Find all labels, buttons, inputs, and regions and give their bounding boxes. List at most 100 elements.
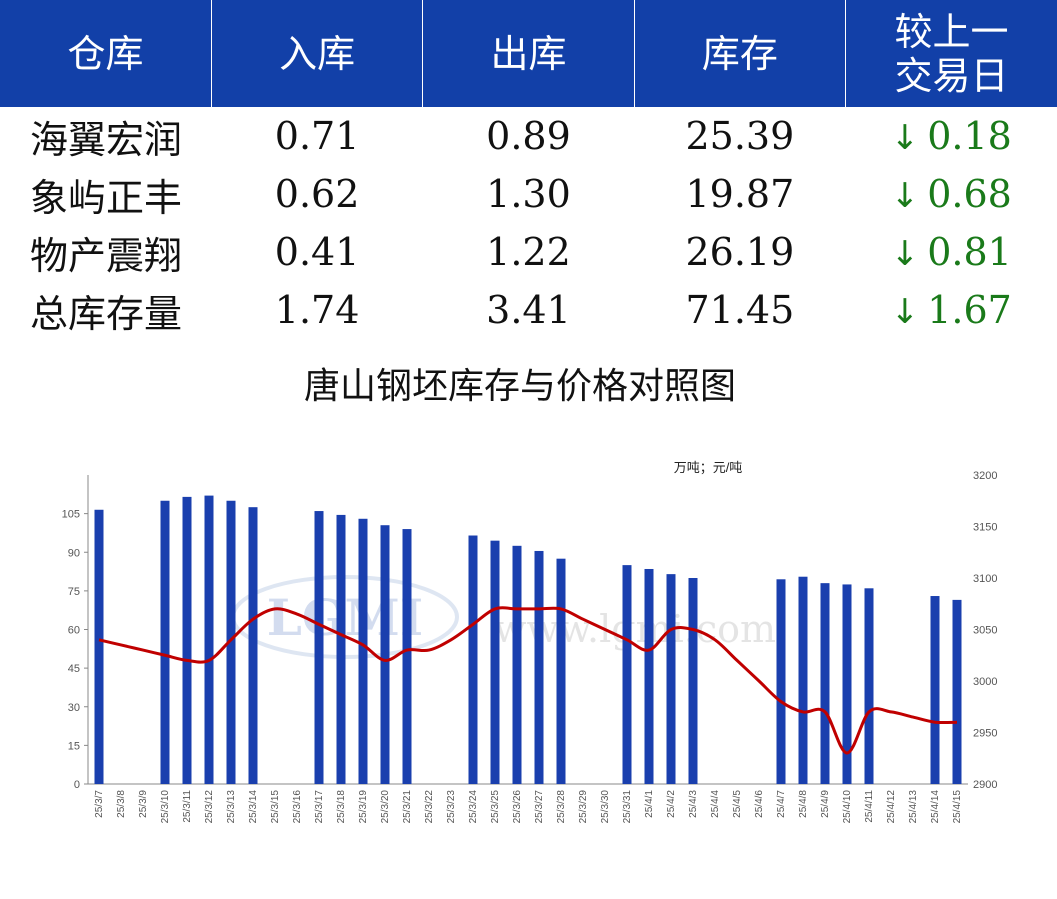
row-stock: 25.39 — [685, 114, 795, 158]
y-left-tick-label: 75 — [68, 586, 80, 598]
row-name: 总库存量 — [30, 291, 183, 336]
y-right-tick-label: 2900 — [973, 779, 997, 791]
row-stock: 19.87 — [685, 172, 795, 216]
row-in: 0.71 — [274, 114, 360, 158]
header-in: 入库 — [211, 0, 424, 107]
row-name: 海翼宏润 — [30, 117, 183, 162]
inventory-bar — [248, 507, 258, 784]
x-tick-label: 25/3/19 — [358, 790, 369, 824]
y-left-tick-label: 45 — [68, 663, 80, 675]
x-tick-label: 25/3/28 — [556, 790, 567, 824]
inventory-bar — [534, 550, 544, 784]
y-left-tick-label: 105 — [62, 509, 80, 521]
x-tick-label: 25/3/22 — [424, 790, 435, 824]
chart-title: 唐山钢坯库存与价格对照图 — [304, 366, 736, 407]
inventory-bar — [666, 574, 676, 784]
inventory-bar — [490, 540, 500, 784]
row-name: 物产震翔 — [30, 233, 183, 278]
inventory-bar — [226, 500, 236, 784]
x-tick-label: 25/4/6 — [754, 790, 765, 818]
table-row: 总库存量 1.74 3.41 71.45 ↓ 1.67 — [0, 281, 1057, 339]
x-tick-label: 25/3/27 — [534, 790, 545, 824]
row-change: ↓ 0.68 — [846, 165, 1057, 223]
inventory-bar — [798, 576, 808, 784]
x-tick-label: 25/4/3 — [688, 790, 699, 818]
y-right-tick-label: 3050 — [973, 625, 997, 637]
y-left-tick-label: 60 — [68, 625, 80, 637]
x-axis-labels: 25/3/7 25/3/8 25/3/9 25/3/10 25/3/11 25/3/12 2… — [94, 790, 963, 824]
row-change-value: 1.67 — [927, 288, 1012, 332]
row-stock: 71.45 — [685, 288, 795, 332]
y-left-tick-label: 30 — [68, 702, 80, 714]
x-tick-label: 25/3/25 — [490, 790, 501, 824]
x-tick-label: 25/3/12 — [204, 790, 215, 824]
warehouse-table: 仓库 入库 出库 库存 较上一交易日 海翼宏润 0.71 0.89 25.39 … — [0, 0, 1057, 339]
y-left-tick-label: 15 — [68, 740, 80, 752]
inventory-bar — [952, 599, 962, 784]
inventory-bar — [622, 565, 632, 784]
chart-units: 万吨；元/吨 — [674, 460, 743, 476]
x-tick-label: 25/4/7 — [776, 790, 787, 818]
x-tick-label: 25/4/4 — [710, 790, 721, 818]
table-row: 海翼宏润 0.71 0.89 25.39 ↓ 0.18 — [0, 107, 1057, 165]
x-tick-label: 25/4/10 — [842, 790, 853, 824]
inventory-bar — [820, 583, 830, 784]
inventory-bar — [556, 558, 566, 784]
x-tick-label: 25/3/24 — [468, 790, 479, 824]
row-out: 0.89 — [486, 114, 571, 158]
row-stock: 26.19 — [685, 230, 795, 274]
warehouse-table-container: 仓库 入库 出库 库存 较上一交易日 海翼宏润 0.71 0.89 25.39 … — [0, 0, 1057, 342]
inventory-bar — [468, 535, 478, 784]
x-tick-label: 25/4/1 — [644, 790, 655, 818]
x-tick-label: 25/3/17 — [314, 790, 325, 824]
price-line — [98, 606, 958, 755]
y-right-tick-label: 3150 — [973, 522, 997, 534]
y-right-tick-label: 3100 — [973, 573, 997, 585]
x-tick-label: 25/3/18 — [336, 790, 347, 824]
header-stock: 库存 — [634, 0, 847, 107]
table-row: 象屿正丰 0.62 1.30 19.87 ↓ 0.68 — [0, 165, 1057, 223]
x-tick-label: 25/3/8 — [116, 790, 127, 818]
down-arrow-icon: ↓ — [890, 292, 920, 332]
x-tick-label: 25/3/26 — [512, 790, 523, 824]
inventory-bar — [776, 579, 786, 784]
x-tick-label: 25/4/15 — [952, 790, 963, 824]
y-right-tick-label: 3000 — [973, 676, 997, 688]
header-out: 出库 — [422, 0, 635, 107]
row-name: 象屿正丰 — [30, 175, 183, 220]
table-header-row: 仓库 入库 出库 库存 较上一交易日 — [0, 0, 1057, 107]
inventory-bar — [204, 495, 214, 784]
inventory-bar — [314, 511, 324, 784]
x-tick-label: 25/3/30 — [600, 790, 611, 824]
x-tick-label: 25/4/8 — [798, 790, 809, 818]
inventory-bar — [930, 596, 940, 784]
x-tick-label: 25/3/15 — [270, 790, 281, 824]
x-tick-label: 25/4/14 — [930, 790, 941, 824]
inventory-bar — [644, 568, 654, 784]
chart-axes: 0 15 30 45 60 75 90 105 2900 2950 3000 3050 3100 3150… — [62, 470, 998, 791]
x-tick-label: 25/3/9 — [138, 790, 149, 818]
chart-background — [0, 342, 1057, 895]
x-tick-label: 25/3/16 — [292, 790, 303, 824]
row-change-value: 0.81 — [927, 230, 1012, 274]
x-tick-label: 25/3/13 — [226, 790, 237, 824]
row-change: ↓ 0.18 — [846, 107, 1057, 165]
y-right-tick-label: 3200 — [973, 470, 997, 482]
y-left-tick-label: 0 — [74, 779, 80, 791]
row-out: 1.30 — [486, 172, 571, 216]
bar-series — [94, 495, 962, 784]
inventory-bar — [94, 509, 104, 784]
row-out: 3.41 — [486, 288, 571, 332]
chart-container: LGMI www.lgmi.com 唐山钢坯库存与价格对照图 万吨；元/吨 01… — [0, 342, 1057, 895]
down-arrow-icon: ↓ — [890, 118, 920, 158]
row-change-value: 0.18 — [927, 114, 1012, 158]
y-left-tick-label: 90 — [68, 547, 80, 559]
x-tick-label: 25/3/20 — [380, 790, 391, 824]
inventory-bar — [336, 514, 346, 784]
inventory-bar — [688, 578, 698, 784]
x-tick-label: 25/3/10 — [160, 790, 171, 824]
down-arrow-icon: ↓ — [890, 176, 920, 216]
inventory-price-chart: LGMI www.lgmi.com 唐山钢坯库存与价格对照图 万吨；元/吨 01… — [0, 342, 1057, 895]
inventory-bar — [160, 500, 170, 784]
x-tick-label: 25/4/9 — [820, 790, 831, 818]
